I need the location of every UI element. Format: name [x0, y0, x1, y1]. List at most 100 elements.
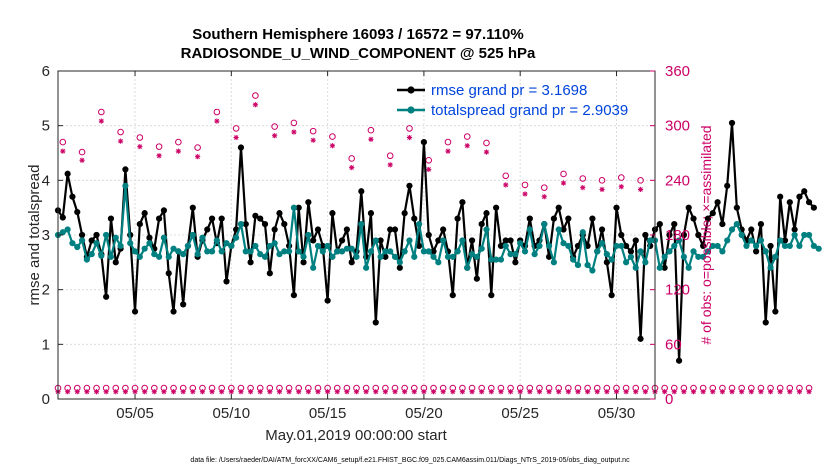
obs-assimilated-count-marker — [488, 389, 494, 395]
rmse-point — [545, 253, 553, 260]
x-tick-label: 05/30 — [598, 405, 636, 422]
rmse-point — [122, 166, 129, 173]
totalspread-point — [314, 242, 322, 250]
rmse-point — [724, 182, 731, 189]
obs-assimilated-count-marker — [710, 389, 716, 395]
obs-possible-marker — [386, 152, 394, 160]
totalspread-point — [618, 242, 625, 250]
rmse-point — [627, 248, 635, 255]
obs-assimilated-count-marker — [584, 389, 591, 395]
obs-assimilated-marker — [580, 185, 586, 191]
obs-assimilated-marker — [426, 166, 432, 172]
rmse-point — [671, 220, 678, 228]
totalspread-point — [141, 245, 148, 252]
rmse-point — [411, 215, 418, 222]
rmse-point — [160, 207, 168, 214]
obs-assimilated-marker — [272, 133, 278, 139]
obs-possible-marker — [175, 138, 182, 146]
totalspread-point — [435, 259, 442, 266]
totalspread-point — [613, 242, 620, 250]
totalspread-point — [343, 245, 350, 252]
obs-assimilated-marker — [560, 180, 567, 186]
totalspread-point — [136, 253, 143, 260]
rmse-point — [141, 210, 148, 217]
totalspread-point — [295, 248, 302, 255]
rmse-point — [136, 220, 143, 228]
obs-assimilated-count-marker — [739, 389, 745, 395]
y-right-axis-label: # of obs: o=possible; ×=assimilated — [698, 125, 714, 344]
obs-possible-marker — [444, 138, 452, 146]
rmse-point — [300, 259, 307, 266]
rmse-point — [719, 220, 726, 228]
totalspread-point — [64, 226, 71, 233]
totalspread-point — [266, 242, 273, 250]
rmse-point — [242, 220, 249, 228]
totalspread-point — [767, 264, 774, 271]
obs-assimilated-marker — [541, 194, 547, 200]
y-right-tick-label: 240 — [665, 172, 690, 189]
obs-possible-marker — [329, 133, 336, 140]
obs-assimilated-marker — [175, 148, 181, 154]
rmse-point — [430, 248, 437, 255]
y-tick-label: 2 — [42, 282, 50, 299]
totalspread-point — [276, 251, 283, 258]
legend-totalspread-label: totalspread grand pr = 2.9039 — [431, 102, 628, 119]
obs-assimilated-count-marker — [353, 389, 360, 395]
rmse-point — [372, 319, 379, 326]
totalspread-point — [777, 237, 784, 244]
obs-assimilated-count-marker — [700, 389, 706, 395]
obs-possible-marker — [194, 144, 201, 151]
totalspread-point — [493, 256, 500, 263]
totalspread-point — [305, 231, 312, 239]
totalspread-point — [603, 251, 610, 258]
totalspread-point — [252, 242, 259, 250]
obs-possible-marker — [136, 134, 144, 141]
obs-assimilated-count-marker — [392, 389, 398, 395]
totalspread-point — [425, 248, 432, 255]
rmse-point — [223, 278, 230, 285]
totalspread-point — [257, 251, 264, 258]
rmse-point — [598, 226, 606, 233]
rmse-point — [266, 270, 273, 277]
rmse-point — [367, 210, 375, 217]
totalspread-point — [623, 259, 630, 266]
obs-assimilated-count-marker — [113, 389, 119, 395]
totalspread-point — [661, 253, 668, 260]
totalspread-point — [454, 248, 461, 255]
obs-assimilated-count-marker — [305, 389, 311, 395]
totalspread-point — [786, 242, 793, 250]
rmse-point — [555, 204, 562, 211]
totalspread-point — [184, 242, 192, 250]
rmse-point — [146, 234, 153, 241]
totalspread-point — [131, 248, 139, 255]
totalspread-point — [160, 234, 168, 241]
obs-possible-marker — [271, 123, 278, 130]
totalspread-point — [632, 264, 639, 271]
rmse-point — [170, 308, 177, 315]
x-axis-label: May.01,2019 00:00:00 start — [265, 427, 447, 444]
obs-possible-marker — [502, 172, 510, 180]
obs-assimilated-marker — [233, 134, 239, 141]
totalspread-point — [146, 240, 153, 247]
totalspread-point — [93, 240, 100, 247]
obs-assimilated-count-marker — [719, 389, 726, 395]
totalspread-point — [194, 251, 201, 258]
rmse-point — [680, 231, 687, 239]
y-tick-label: 5 — [42, 118, 50, 135]
y-right-tick-label: 180 — [665, 227, 690, 244]
totalspread-point — [199, 234, 206, 241]
obs-assimilated-count-marker — [247, 389, 254, 395]
rmse-point — [391, 226, 399, 233]
obs-assimilated-count-marker — [469, 389, 475, 395]
rmse-point — [401, 210, 408, 217]
totalspread-point — [502, 242, 509, 250]
rmse-point — [131, 308, 139, 315]
rmse-point — [618, 231, 625, 239]
rmse-point — [656, 220, 663, 228]
obs-assimilated-count-marker — [209, 389, 215, 395]
totalspread-point — [690, 248, 697, 255]
rmse-point — [762, 319, 769, 326]
rmse-point — [483, 210, 490, 217]
rmse-point — [189, 204, 196, 211]
